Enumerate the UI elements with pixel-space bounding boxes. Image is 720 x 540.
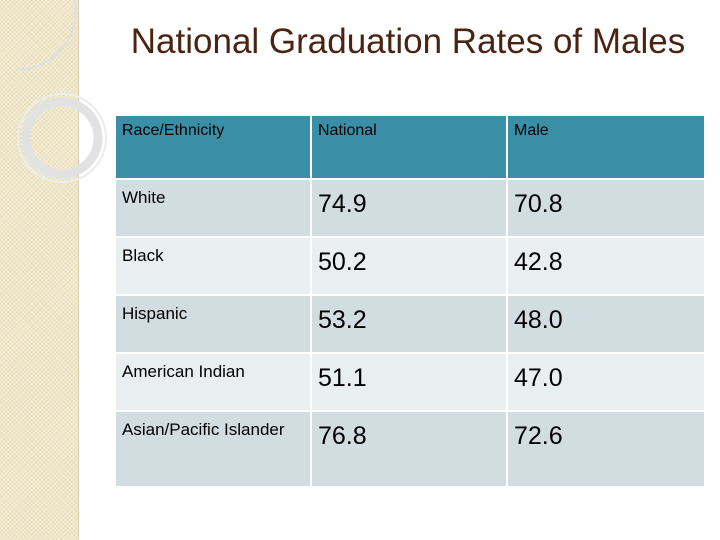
decorative-side-strip [0, 0, 79, 540]
national-rate-cell: 50.2 [310, 236, 508, 296]
male-rate-cell: 70.8 [506, 178, 706, 238]
table-header-row: Race/Ethnicity National Male [114, 114, 706, 180]
national-rate-cell: 51.1 [310, 352, 508, 412]
column-header-race-ethnicity: Race/Ethnicity [114, 114, 312, 180]
row-label: Asian/Pacific Islander [114, 410, 312, 488]
national-rate-cell: 53.2 [310, 294, 508, 354]
column-header-national: National [310, 114, 508, 180]
male-rate-cell: 42.8 [506, 236, 706, 296]
table-row: White 74.9 70.8 [114, 178, 706, 238]
row-label: White [114, 178, 312, 238]
graduation-rates-table: Race/Ethnicity National Male White 74.9 … [114, 114, 706, 488]
male-rate-cell: 48.0 [506, 294, 706, 354]
decorative-rings [17, 0, 107, 183]
male-rate-cell: 72.6 [506, 410, 706, 488]
table-row: Hispanic 53.2 48.0 [114, 294, 706, 354]
table-row: Asian/Pacific Islander 76.8 72.6 [114, 410, 706, 488]
table-row: Black 50.2 42.8 [114, 236, 706, 296]
row-label: Black [114, 236, 312, 296]
column-header-male: Male [506, 114, 706, 180]
national-rate-cell: 74.9 [310, 178, 508, 238]
row-label: Hispanic [114, 294, 312, 354]
page-title: National Graduation Rates of Males [130, 22, 686, 61]
table-row: American Indian 51.1 47.0 [114, 352, 706, 412]
male-rate-cell: 47.0 [506, 352, 706, 412]
row-label: American Indian [114, 352, 312, 412]
national-rate-cell: 76.8 [310, 410, 508, 488]
